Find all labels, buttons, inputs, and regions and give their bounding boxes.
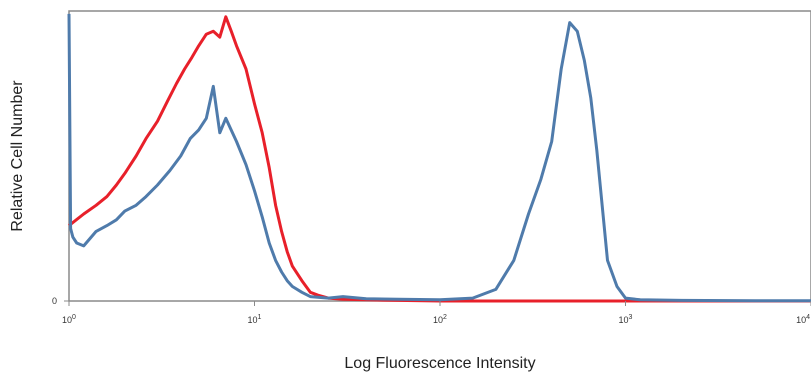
y-tick-label-0: 0	[52, 296, 57, 306]
x-tick-label-3: 103	[619, 314, 633, 325]
x-tick-label-1: 101	[248, 314, 262, 325]
y-axis-title: Relative Cell Number	[9, 80, 26, 232]
x-tick-label-4: 104	[796, 314, 810, 325]
x-axis-title: Log Fluorescence Intensity	[344, 355, 535, 372]
tick-layer: 100 101 102 103 104 0	[52, 296, 811, 325]
series-line-1	[68, 15, 811, 303]
series-layer	[67, 13, 811, 303]
series-line-2	[67, 13, 811, 303]
x-tick-label-2: 102	[433, 314, 447, 325]
x-tick-label-0: 100	[62, 314, 76, 325]
